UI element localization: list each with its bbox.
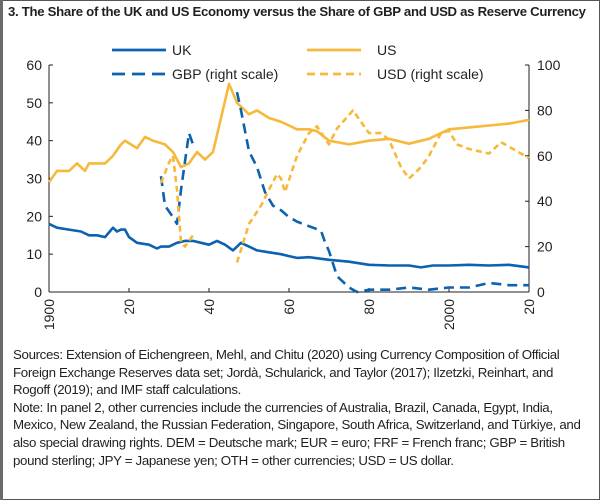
- x-tick-label: 20: [521, 299, 537, 315]
- right-tick-label: 0: [537, 284, 545, 300]
- legend-label-usd: USD (right scale): [377, 66, 484, 82]
- x-tick-label: 40: [201, 299, 217, 315]
- x-tick-label: 2000: [441, 299, 457, 330]
- left-tick-label: 30: [26, 171, 42, 187]
- left-tick-label: 10: [26, 246, 42, 262]
- series-line-gbp: [159, 91, 529, 294]
- right-tick-label: 20: [537, 239, 553, 255]
- note-text: Note: In panel 2, other currencies inclu…: [13, 399, 581, 468]
- left-edge-strip: [0, 0, 3, 500]
- right-tick-label: 60: [537, 148, 553, 164]
- left-tick-label: 50: [26, 95, 42, 111]
- series-line-us: [47, 82, 530, 184]
- legend-label-uk: UK: [172, 42, 192, 58]
- x-tick-label: 20: [121, 299, 137, 315]
- notes: Sources: Extension of Eichengreen, Mehl,…: [13, 346, 593, 469]
- right-tick-label: 40: [537, 193, 553, 209]
- left-tick-label: 0: [34, 284, 42, 300]
- x-tick-label: 1900: [41, 299, 57, 330]
- legend-label-us: US: [377, 42, 396, 58]
- left-tick-label: 40: [26, 133, 42, 149]
- sources-text: Sources: Extension of Eichengreen, Mehl,…: [13, 347, 560, 398]
- x-tick-label: 60: [281, 299, 297, 315]
- series-line-uk: [48, 222, 530, 269]
- legend-label-gbp: GBP (right scale): [172, 66, 278, 82]
- right-tick-label: 100: [537, 57, 561, 73]
- left-tick-label: 60: [26, 57, 42, 73]
- right-tick-label: 80: [537, 102, 553, 118]
- chart-title: 3. The Share of the UK and US Economy ve…: [8, 4, 586, 19]
- x-tick-label: 80: [361, 299, 377, 315]
- series-line-usd: [159, 109, 530, 263]
- left-tick-label: 20: [26, 208, 42, 224]
